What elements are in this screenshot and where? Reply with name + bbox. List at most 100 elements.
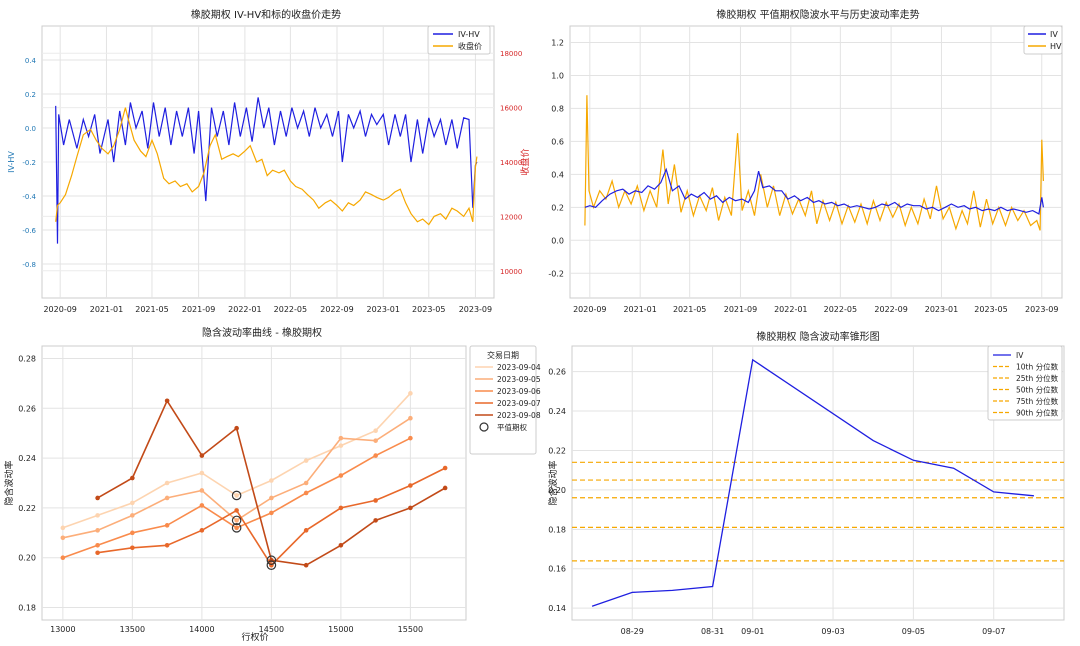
smile-point: [164, 480, 170, 486]
smile-point: [234, 493, 239, 498]
y-tick-label-left: -0.6: [22, 227, 36, 235]
smile-point: [338, 542, 344, 548]
y-tick-label: 0.26: [548, 368, 566, 377]
y-tick-label: 0.24: [548, 407, 566, 416]
smile-point: [338, 473, 344, 478]
smile-point: [199, 470, 205, 476]
chart-title: 橡胶期权 IV-HV和标的收盘价走势: [191, 8, 341, 21]
x-tick-label: 2021-01: [623, 305, 656, 314]
x-tick-label: 2022-09: [320, 305, 353, 314]
iv-line: [591, 358, 1034, 607]
smile-point: [303, 528, 309, 533]
y-tick-label-right: 14000: [500, 159, 522, 167]
x-tick-label: 2022-05: [824, 305, 857, 314]
x-tick-label: 2021-05: [673, 305, 706, 314]
x-tick-label: 14000: [189, 625, 214, 634]
smile-point: [373, 428, 378, 433]
atm-marker: [231, 515, 242, 526]
legend-label: 90th 分位数: [1016, 408, 1059, 418]
legend-label: 25th 分位数: [1016, 373, 1059, 383]
x-tick-label: 2022-09: [874, 305, 907, 314]
x-tick-label: 2020-09: [43, 305, 76, 314]
y-tick-label-left: -0.8: [22, 261, 36, 269]
smile-point: [130, 545, 135, 551]
smile-point: [199, 488, 205, 493]
smile-point: [373, 498, 378, 503]
y-tick-label: 0.20: [548, 486, 566, 495]
plot-frame: [41, 345, 467, 621]
y-tick-label: 0.18: [18, 604, 36, 613]
x-tick-label: 09-01: [741, 627, 764, 636]
series-line-iv-hv: [55, 97, 478, 244]
legend-label: 50th 分位数: [1016, 385, 1059, 395]
x-tick-label: 09-07: [982, 627, 1005, 636]
smile-point: [164, 495, 170, 501]
chart-iv-cone: 橡胶期权 隐含波动率锥形图 08-29 08-31 09-01 09-03 09-05 0…: [547, 330, 1065, 636]
x-tick-label: 2021-09: [724, 305, 757, 314]
plot-frame: [571, 345, 1065, 621]
smile-point: [338, 505, 344, 511]
y-tick-label: 0.22: [18, 504, 36, 513]
legend-label: HV: [1050, 42, 1062, 51]
smile-point: [234, 518, 239, 523]
y-tick-label: 0.16: [548, 565, 566, 574]
y-tick-label-left: -0.4: [22, 193, 36, 201]
x-tick-label: 2023-05: [412, 305, 445, 314]
smile-point: [60, 555, 66, 561]
y-axis-label: 隐含波动率: [3, 460, 15, 505]
smile-point: [408, 435, 413, 441]
smile-point: [408, 415, 413, 421]
legend-swatch: [479, 422, 489, 432]
y-tick-label: -0.2: [548, 269, 564, 278]
smile-point: [199, 503, 205, 508]
y-tick-label: 0.8: [551, 104, 564, 113]
smile-point: [234, 508, 239, 513]
y-tick-label: 0.6: [551, 137, 564, 146]
smile-point: [130, 475, 135, 481]
x-tick-label: 09-05: [902, 627, 925, 636]
chart-title: 橡胶期权 平值期权隐波水平与历史波动率走势: [716, 8, 919, 21]
x-tick-label: 2023-01: [925, 305, 958, 314]
x-tick-label: 08-31: [701, 627, 724, 636]
smile-point: [303, 490, 309, 496]
y-tick-label-right: 12000: [500, 213, 522, 221]
smile-point: [199, 528, 205, 533]
smile-point: [95, 495, 100, 501]
smile-point: [303, 458, 309, 463]
atm-marker: [266, 555, 277, 566]
legend-label: 2023-09-06: [497, 387, 541, 396]
series-line-close-price: [55, 107, 478, 226]
smile-point: [95, 542, 100, 548]
y-axis-label: 隐含波动率: [547, 460, 559, 505]
legend: 交易日期 2023-09-04 2023-09-05 2023-09-06 2023-…: [469, 345, 541, 455]
smile-point: [338, 443, 344, 448]
smile-point: [442, 465, 448, 471]
smile-point: [130, 500, 135, 506]
y-tick-label-left: 0.4: [25, 57, 37, 65]
y-tick-label: 0.2: [551, 203, 564, 212]
x-tick-label: 2022-01: [774, 305, 807, 314]
x-tick-label: 2021-01: [90, 305, 123, 314]
x-tick-label: 15000: [328, 625, 353, 634]
atm-marker: [231, 523, 242, 533]
smile-point: [60, 525, 66, 531]
legend-label: IV: [1050, 30, 1058, 39]
legend: IV HV: [1023, 25, 1063, 55]
x-tick-label: 13500: [120, 625, 145, 634]
smile-point: [234, 525, 239, 531]
smile-point: [373, 453, 378, 458]
legend-label: 2023-09-04: [497, 363, 541, 372]
y-tick-label: 0.28: [18, 354, 36, 363]
y-tick-label: 0.4: [551, 170, 564, 179]
x-tick-label: 15500: [398, 625, 423, 634]
legend-label: 10th 分位数: [1016, 362, 1059, 372]
legend-label: 2023-09-05: [497, 375, 541, 384]
smile-point: [95, 528, 100, 533]
legend-label: 75th 分位数: [1016, 396, 1059, 406]
chart-iv-smile: 隐含波动率曲线 - 橡胶期权 13000 13500 14000 14500 15000…: [3, 326, 541, 643]
y-tick-label: 0.0: [551, 236, 564, 245]
smile-point: [373, 518, 378, 523]
legend: IV-HV 收盘价: [427, 25, 491, 55]
legend-label: IV-HV: [458, 30, 480, 39]
